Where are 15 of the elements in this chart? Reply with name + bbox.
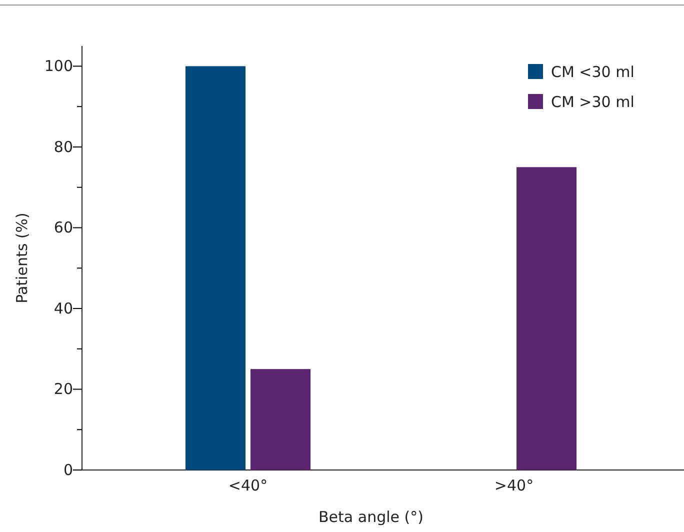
y-tick-label: 60	[54, 218, 73, 237]
y-axis-title: Patients (%)	[13, 212, 31, 304]
x-tick-label: <40°	[228, 476, 268, 495]
x-tick-label: >40°	[494, 476, 534, 495]
x-axis-title: Beta angle (°)	[318, 508, 424, 526]
legend-label: CM <30 ml	[551, 63, 634, 81]
legend-label: CM >30 ml	[551, 93, 634, 111]
y-tick-label: 80	[54, 138, 73, 156]
y-tick-label: 40	[54, 299, 73, 318]
bar	[250, 369, 310, 470]
bar	[185, 66, 246, 470]
y-tick-label: 20	[54, 380, 73, 398]
bar	[516, 167, 577, 470]
y-tick-label: 100	[44, 56, 73, 75]
y-tick-label: 0	[63, 460, 73, 479]
